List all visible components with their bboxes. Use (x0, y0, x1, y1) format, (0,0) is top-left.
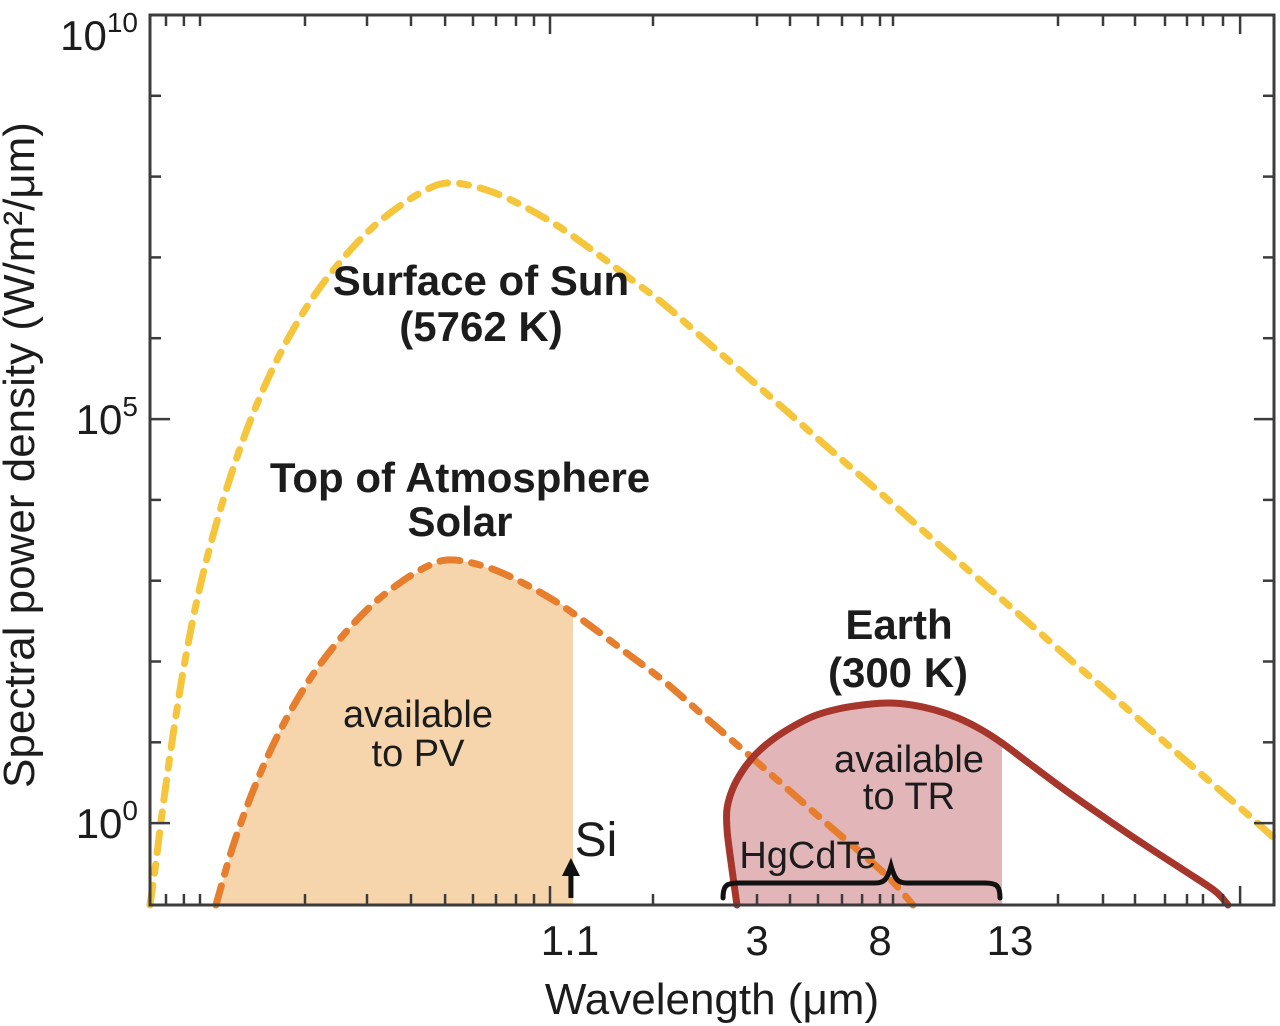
hgcdte-annotation: HgCdTe (739, 835, 876, 877)
sun-label-line1: Surface of Sun (333, 257, 629, 304)
region-tr (727, 703, 1002, 905)
x-axis-title: Wavelength (μm) (545, 975, 879, 1024)
available-to-tr-line1: available (834, 739, 984, 781)
exponent: 5 (122, 391, 138, 422)
x-tick-label-1.1: 1.1 (541, 917, 599, 964)
exponent: 0 (122, 795, 138, 826)
exponent: 10 (107, 7, 138, 38)
hgcdte-brace (720, 856, 1003, 901)
x-tick-label-3: 3 (745, 917, 768, 964)
curve-sun (146, 179, 1278, 909)
si-arrow-head (561, 858, 580, 877)
toa-label-line1: Top of Atmosphere (270, 454, 650, 501)
earth-label-line1: Earth (845, 601, 952, 648)
y-tick-label-1e0: 100 (76, 795, 138, 847)
si-annotation: Si (575, 814, 618, 867)
x-tick-label-13: 13 (987, 917, 1034, 964)
spectra-curves (146, 179, 1278, 909)
available-to-pv-line2: to PV (372, 733, 466, 775)
y-tick-label-1e5: 105 (76, 391, 138, 443)
sun-label-line2: (5762 K) (399, 303, 562, 350)
plot-frame-and-ticks (148, 13, 1276, 907)
toa-label-line2: Solar (407, 498, 512, 545)
x-tick-label-8: 8 (868, 917, 891, 964)
y-tick-label-1e10: 1010 (60, 7, 138, 59)
shaded-regions (216, 560, 1002, 905)
curve-toa (212, 556, 917, 909)
available-to-tr-line2: to TR (863, 776, 955, 818)
curve-earth (722, 699, 1232, 909)
earth-label-line2: (300 K) (828, 649, 968, 696)
available-to-pv-line1: available (343, 694, 493, 736)
annotation-marks (561, 856, 1003, 901)
region-pv (216, 560, 573, 905)
y-axis-title: Spectral power density (W/m²/μm) (0, 122, 44, 788)
plot-frame (148, 13, 1276, 907)
